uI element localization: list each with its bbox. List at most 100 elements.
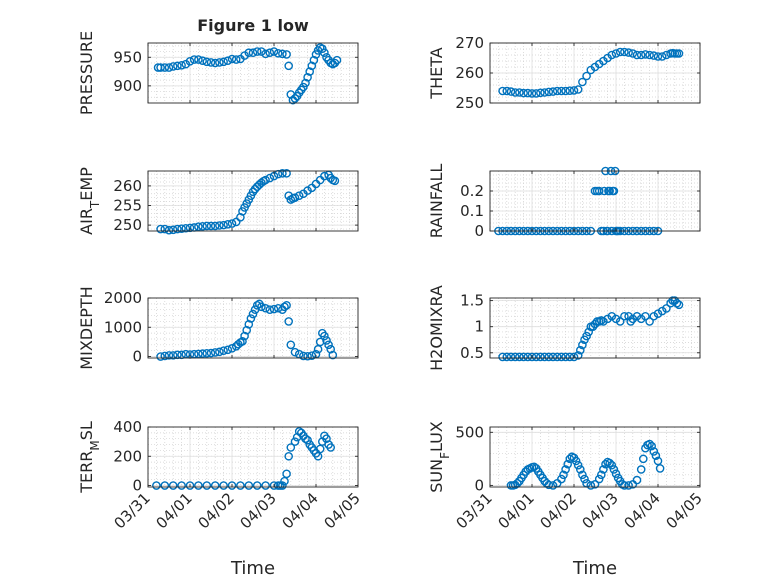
data-point-sun-flux — [605, 458, 615, 468]
data-point-mixdepth — [223, 345, 233, 355]
data-point-h2omixra — [641, 311, 650, 321]
data-point-theta — [523, 88, 533, 98]
y-tick-label-rainfall: 0.1 — [460, 202, 484, 220]
y-tick-label-mixdepth: 0 — [132, 348, 142, 366]
data-point-mixdepth — [164, 351, 174, 360]
x-tick-label: 04/04 — [621, 489, 664, 532]
data-point-theta — [540, 88, 549, 97]
data-point-h2omixra — [607, 311, 617, 321]
data-point-sun-flux — [609, 465, 619, 474]
data-point-terr-msl — [326, 443, 336, 452]
data-point-sun-flux — [590, 480, 600, 489]
data-point-pressure — [227, 54, 237, 64]
data-point-mixdepth — [215, 347, 224, 357]
data-point-h2omixra — [615, 317, 625, 326]
x-tick-label: 03/31 — [453, 489, 496, 532]
data-point-theta — [548, 87, 558, 96]
data-point-h2omixra — [611, 314, 621, 324]
plot-area-rainfall — [490, 171, 700, 231]
plot-area-terr-msl — [148, 427, 358, 487]
y-tick-label-air-temp: 250 — [113, 216, 142, 234]
data-point-theta — [636, 50, 646, 60]
data-point-terr-msl — [227, 481, 237, 490]
data-point-sun-flux — [636, 465, 646, 474]
data-point-terr-msl — [301, 434, 310, 444]
data-point-h2omixra — [523, 352, 533, 362]
svg-text:SUNFLUX: SUNFLUX — [427, 421, 452, 493]
data-point-terr-msl — [269, 481, 279, 490]
series-sun-flux — [506, 439, 665, 490]
axes-box-pressure — [147, 42, 359, 104]
x-tick-label: 04/04 — [279, 489, 322, 532]
axes-box-sun-flux — [489, 426, 701, 488]
data-point-h2omixra — [653, 309, 663, 318]
data-point-air-temp — [231, 217, 241, 227]
data-point-theta — [641, 50, 650, 59]
y-tick-label-sun-flux: 500 — [455, 423, 484, 441]
data-point-pressure — [307, 61, 317, 71]
y-tick-label-mixdepth: 1000 — [104, 318, 142, 336]
data-point-pressure — [303, 72, 312, 82]
figure-title: Figure 1 low — [197, 16, 309, 35]
data-point-terr-msl — [202, 481, 212, 490]
data-point-mixdepth — [269, 304, 279, 314]
data-point-terr-msl — [160, 481, 170, 490]
data-point-h2omixra — [632, 311, 642, 321]
data-point-theta — [557, 86, 566, 96]
data-point-air-temp — [160, 224, 170, 234]
data-point-theta — [506, 87, 516, 96]
data-point-pressure — [173, 61, 182, 71]
data-point-h2omixra — [674, 300, 684, 310]
data-point-pressure — [206, 58, 216, 67]
data-point-sun-flux — [559, 470, 568, 480]
data-point-sun-flux — [594, 474, 604, 484]
axes-box-mixdepth — [147, 297, 359, 359]
data-point-pressure — [278, 49, 287, 59]
data-point-h2omixra — [672, 298, 682, 308]
y-tick-label-terr-msl: 400 — [113, 418, 142, 436]
data-point-pressure — [189, 55, 199, 64]
data-point-sun-flux — [571, 456, 581, 466]
data-point-mixdepth — [282, 301, 291, 310]
data-point-air-temp — [202, 221, 212, 231]
data-point-theta — [531, 89, 541, 98]
data-point-air-temp — [194, 222, 203, 231]
data-point-pressure — [305, 67, 315, 76]
data-point-h2omixra — [573, 351, 583, 360]
svg-text:AIRTEMP: AIRTEMP — [77, 167, 102, 235]
data-point-terr-msl — [244, 481, 254, 490]
data-point-mixdepth — [328, 350, 338, 360]
data-point-mixdepth — [280, 302, 289, 312]
y-label-rainfall: RAINFALL — [427, 164, 446, 239]
data-point-pressure — [160, 63, 170, 72]
data-point-mixdepth — [324, 340, 333, 350]
data-point-theta — [510, 88, 520, 97]
data-point-h2omixra — [649, 311, 659, 321]
y-tick-label-theta: 260 — [455, 64, 484, 82]
data-point-theta — [573, 85, 583, 94]
data-point-mixdepth — [257, 302, 266, 312]
data-point-air-temp — [223, 220, 233, 229]
subplot-mixdepth: 0 1000 2000 MIXDEPTH — [77, 286, 359, 370]
axes-box-rainfall — [489, 170, 701, 232]
data-point-sun-flux — [586, 481, 596, 490]
data-point-theta — [657, 52, 667, 61]
subplot-pressure: 900 950 PRESSURE — [77, 31, 359, 115]
data-point-theta — [607, 50, 617, 60]
data-point-sun-flux — [573, 460, 583, 470]
data-point-h2omixra — [519, 352, 528, 362]
data-point-theta — [620, 47, 629, 57]
data-point-mixdepth — [320, 331, 329, 341]
data-point-pressure — [269, 47, 279, 56]
data-point-pressure — [168, 62, 178, 71]
data-point-theta — [624, 48, 633, 57]
data-point-air-temp — [227, 219, 237, 228]
svg-text:TERRMSL: TERRMSL — [77, 421, 102, 494]
svg-text:MIXDEPTH: MIXDEPTH — [77, 286, 96, 369]
data-point-sun-flux — [607, 460, 617, 470]
data-point-air-temp — [206, 221, 216, 231]
data-point-mixdepth — [238, 337, 247, 346]
data-point-mixdepth — [168, 351, 178, 360]
